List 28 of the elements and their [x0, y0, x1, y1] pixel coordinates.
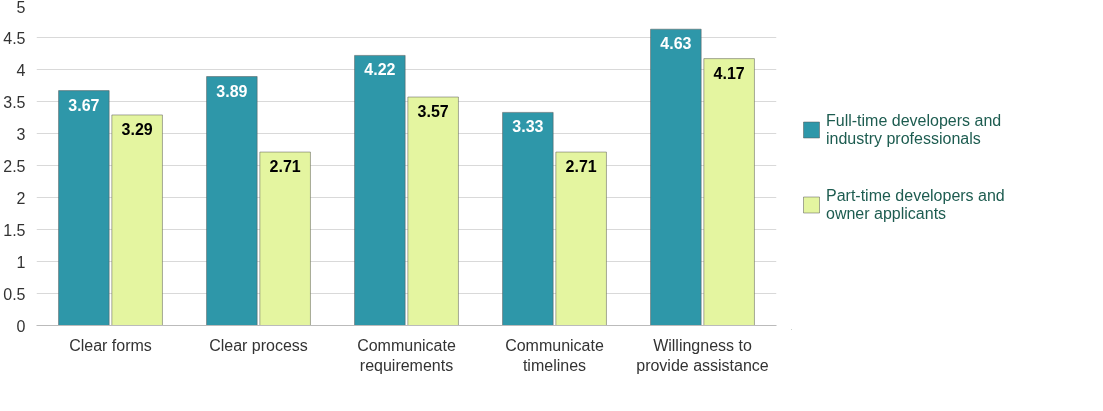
data-label: 3.89	[216, 82, 248, 100]
y-tick-label: 3	[16, 125, 26, 143]
x-tick-label: Willingness to provide assistance	[636, 336, 769, 374]
y-tick-label: 0.5	[3, 285, 26, 303]
y-tick-label: 4.5	[3, 29, 26, 47]
data-label: 3.33	[512, 118, 544, 136]
x-tick-label: Communicate timelines	[505, 336, 604, 374]
y-tick-label: 5	[16, 0, 26, 16]
data-label: 3.57	[417, 103, 449, 121]
x-tick-label: Communicate requirements	[357, 336, 456, 374]
y-tick-label: 0	[16, 317, 26, 335]
data-label: 4.17	[713, 64, 745, 82]
legend-label: Part-time developers and owner applicants	[826, 185, 1005, 224]
data-label: 3.67	[68, 96, 100, 114]
y-tick-label: 2	[16, 189, 26, 207]
data-label: 4.22	[364, 61, 396, 79]
y-tick-label: 3.5	[3, 93, 26, 111]
y-tick-label: 1	[16, 253, 26, 271]
data-label: 3.29	[121, 120, 153, 138]
y-tick-label: 4	[16, 61, 26, 79]
y-tick-label: 1.5	[3, 221, 26, 239]
legend-label: Full-time developers and industry professionals	[826, 110, 1002, 149]
x-tick-label: Clear process	[209, 336, 308, 354]
data-label: 4.63	[660, 35, 692, 53]
data-label: 2.71	[269, 158, 301, 176]
data-label: 2.71	[565, 158, 597, 176]
x-tick-label: Clear forms	[69, 336, 152, 354]
y-tick-label: 2.5	[3, 157, 26, 175]
